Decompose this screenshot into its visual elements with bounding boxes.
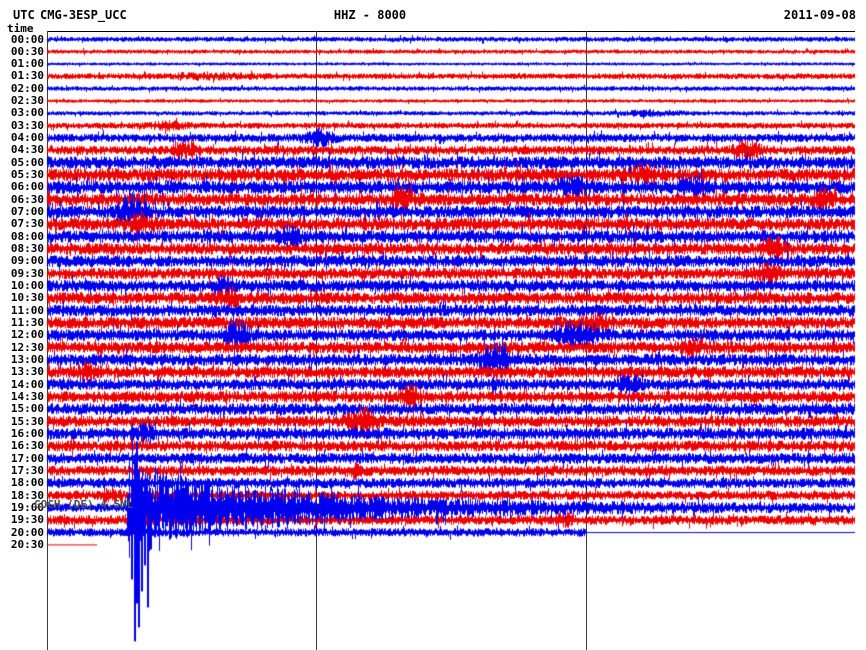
time-label: 16:30	[10, 439, 44, 453]
time-label: 11:00	[10, 303, 44, 317]
time-label: 04:30	[10, 143, 44, 157]
time-label: 06:00	[10, 180, 44, 194]
time-label: 10:30	[10, 291, 44, 305]
time-label: 02:00	[10, 81, 44, 95]
time-label: 00:30	[10, 44, 44, 58]
time-label: 15:00	[10, 402, 44, 416]
time-label: 05:30	[10, 168, 44, 182]
time-label: 02:30	[10, 94, 44, 108]
time-label: 05:00	[10, 155, 44, 169]
time-label: 13:00	[10, 353, 44, 366]
time-label: 11:30	[10, 316, 44, 330]
time-label: 03:00	[10, 106, 44, 120]
time-label: 17:00	[10, 451, 44, 465]
time-label: 01:00	[10, 57, 44, 71]
time-label: 20:30	[10, 537, 44, 551]
time-label: 01:30	[10, 69, 44, 83]
time-label: 08:30	[10, 242, 44, 256]
time-label: 07:00	[10, 205, 44, 219]
time-label: 20:00	[10, 525, 44, 539]
time-label: 09:00	[10, 254, 44, 268]
time-label: 19:30	[10, 513, 44, 527]
time-label: 19:00	[10, 500, 44, 514]
time-label: 04:00	[10, 131, 44, 145]
time-label: 08:00	[10, 229, 44, 243]
time-label: 15:30	[10, 414, 44, 428]
time-label: 03:30	[10, 118, 44, 132]
earthquake-event-annotation: GOCH (DE) 4.5ML	[34, 498, 134, 511]
time-label: 07:30	[10, 217, 44, 231]
time-label: 18:00	[10, 476, 44, 490]
time-label: 10:00	[10, 279, 44, 293]
time-label: 13:30	[10, 365, 44, 379]
time-label: 12:30	[10, 340, 44, 354]
time-label: 18:30	[10, 488, 44, 502]
time-label: 00:00	[10, 32, 44, 46]
time-label: 12:00	[10, 328, 44, 342]
time-label: 17:30	[10, 463, 44, 477]
time-label: 16:00	[10, 426, 44, 440]
time-label: 06:30	[10, 192, 44, 206]
time-label: 14:30	[10, 389, 44, 403]
time-label: 09:30	[10, 266, 44, 280]
time-label: 14:00	[10, 377, 44, 391]
